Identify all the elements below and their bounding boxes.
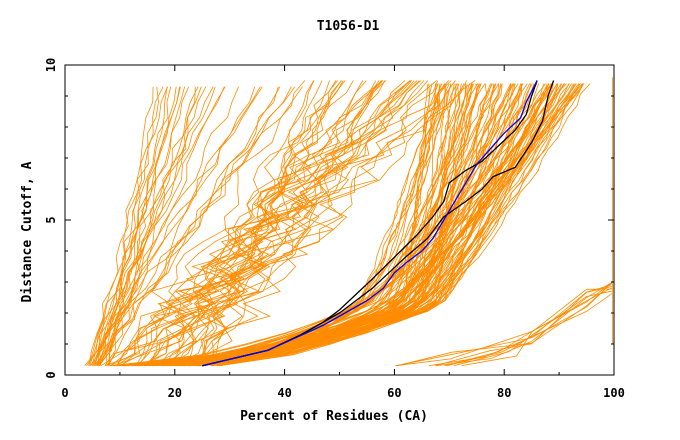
model-curve — [88, 86, 168, 366]
model-curve — [166, 80, 429, 366]
model-curve — [137, 83, 447, 367]
model-curve — [434, 286, 612, 367]
model-curve — [132, 83, 452, 367]
model-curve — [197, 83, 528, 367]
model-curve — [461, 288, 612, 367]
model-curve — [89, 86, 296, 366]
model-curve — [116, 80, 306, 366]
model-curve — [201, 80, 450, 367]
model-curve — [176, 80, 456, 367]
model-curve — [446, 293, 613, 367]
model-curve — [98, 86, 225, 366]
model-curve — [118, 83, 512, 367]
model-curve — [97, 86, 202, 366]
model-curve — [108, 80, 452, 366]
model-curve — [173, 83, 522, 367]
x-tick-label: 20 — [168, 386, 182, 400]
model-curve — [110, 80, 412, 367]
model-curve — [114, 83, 514, 367]
model-curve — [84, 86, 263, 366]
series-line-1 — [202, 80, 538, 367]
series-line-2 — [202, 80, 538, 367]
model-curve — [98, 86, 159, 366]
model-curve — [153, 83, 548, 367]
model-curve — [158, 80, 476, 366]
model-curve — [155, 83, 457, 367]
model-curve — [436, 282, 613, 367]
model-curve — [182, 83, 468, 367]
model-curve — [150, 80, 339, 366]
model-curve — [184, 83, 573, 367]
model-curve — [186, 80, 346, 367]
chart-title: T1056-D1 — [317, 19, 380, 34]
model-curve — [161, 83, 446, 367]
model-curve — [107, 86, 279, 366]
y-tick-label: 0 — [44, 371, 58, 378]
model-curve — [169, 80, 330, 367]
x-tick-label: 0 — [61, 386, 68, 400]
model-curves — [84, 77, 613, 367]
highlighted-series — [202, 80, 555, 367]
model-curve — [93, 86, 303, 366]
x-tick-label: 60 — [387, 386, 401, 400]
model-curve — [105, 86, 168, 366]
model-curve — [397, 282, 613, 367]
model-curve — [91, 86, 154, 366]
model-curve — [109, 86, 177, 366]
model-curve — [395, 282, 613, 367]
axes: 0 20 40 60 80 100 0 5 10 — [44, 58, 625, 400]
model-curve — [184, 80, 364, 366]
model-curve — [108, 86, 164, 366]
model-curve — [138, 80, 467, 366]
model-curve — [144, 83, 441, 367]
model-curve — [395, 287, 612, 367]
model-curve — [89, 86, 181, 366]
y-axis-label: Distance Cutoff, A — [20, 161, 35, 302]
model-curve — [211, 83, 566, 367]
model-curve — [195, 80, 387, 366]
model-curve — [453, 290, 612, 367]
model-curve — [104, 86, 199, 366]
y-tick-label: 5 — [44, 216, 58, 223]
model-curve — [444, 282, 613, 367]
model-curve — [145, 80, 342, 366]
model-curve — [95, 86, 216, 366]
model-curve — [97, 86, 281, 366]
model-curve — [104, 80, 437, 367]
model-curve — [145, 80, 422, 366]
x-tick-label: 40 — [277, 386, 291, 400]
model-curve — [136, 80, 413, 366]
model-curve — [106, 80, 384, 366]
model-curve — [88, 86, 190, 366]
model-curve — [168, 83, 452, 367]
model-curve — [94, 86, 196, 366]
model-curve — [157, 83, 441, 367]
x-tick-label: 100 — [603, 386, 625, 400]
y-tick-label: 10 — [44, 58, 58, 72]
model-curve — [198, 83, 523, 367]
model-curve — [217, 83, 470, 367]
x-axis-label: Percent of Residues (CA) — [240, 409, 428, 424]
model-curve — [193, 83, 491, 367]
model-curve — [199, 80, 384, 366]
model-curve — [143, 83, 550, 367]
x-tick-label: 80 — [497, 386, 511, 400]
model-curve — [175, 83, 480, 367]
